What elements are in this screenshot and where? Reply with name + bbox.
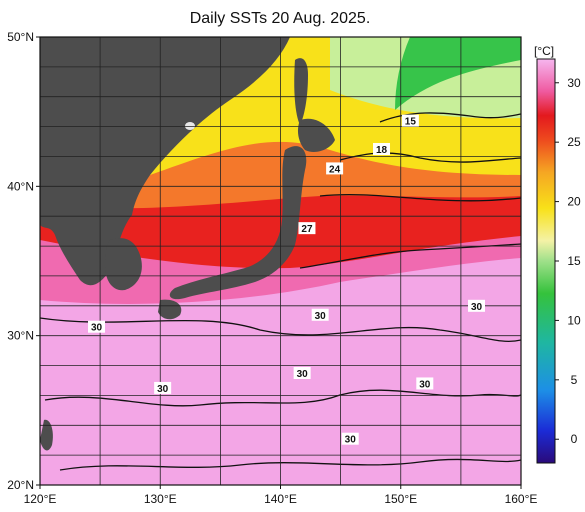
- x-tick-label: 140°E: [264, 492, 297, 506]
- y-tick-label: 30°N: [7, 329, 34, 343]
- isotherm-18: [339, 152, 521, 163]
- sakhalin: [294, 58, 308, 125]
- colorbar-tick-label: 5: [571, 373, 578, 387]
- contour-label-bg: [154, 381, 172, 394]
- taiwan: [40, 419, 53, 451]
- x-tick-label: 120°E: [24, 492, 57, 506]
- contour-label-bg: [401, 114, 419, 127]
- plot-area: 15 18 24 27 30 30 30 30 30 30 30: [40, 37, 521, 485]
- contour-label: 30: [297, 369, 309, 380]
- contour-label-bg: [341, 432, 359, 445]
- asian-mainland: [40, 37, 290, 286]
- colorbar-tick-label: 20: [567, 195, 581, 209]
- colorbar: [°C] 30 25 20 15 10 5 0: [534, 44, 581, 464]
- contour-label-bg: [373, 143, 391, 155]
- contour-label-bg: [311, 308, 329, 321]
- contour-label: 18: [376, 145, 388, 156]
- korean-peninsula: [105, 238, 142, 291]
- y-tick-label: 50°N: [7, 30, 34, 44]
- contour-label: 30: [91, 323, 103, 334]
- colorbar-tick-label: 30: [567, 76, 581, 90]
- axis-ticks: 120°E 130°E 140°E 150°E 160°E 50°N 40°N 30°N 20°…: [7, 30, 537, 506]
- contour-label-bg: [468, 299, 486, 312]
- colorbar-scale: [536, 58, 556, 464]
- contour-label: 30: [345, 435, 357, 446]
- colorbar-tick-label: 15: [567, 254, 581, 268]
- lake: [185, 122, 195, 130]
- x-tick-label: 130°E: [144, 492, 177, 506]
- kyushu: [158, 299, 182, 320]
- y-tick-label: 40°N: [7, 179, 34, 193]
- colorbar-tick-label: 10: [567, 313, 581, 327]
- isotherm-30-south: [59, 458, 521, 471]
- honshu: [169, 146, 307, 300]
- contour-label-bg: [88, 320, 106, 333]
- contour-label-bg: [416, 377, 434, 390]
- contour-labels: 15 18 24 27 30 30 30 30 30 30 30: [88, 114, 486, 446]
- graticule: [40, 37, 521, 485]
- sst-band-green: [395, 37, 521, 110]
- colorbar-tick-label: 25: [567, 135, 581, 149]
- contour-label: 15: [405, 117, 417, 128]
- contour-label: 30: [419, 379, 431, 390]
- isotherm-24: [319, 194, 521, 202]
- contour-label-bg: [298, 222, 316, 235]
- contour-label-bg: [293, 367, 311, 379]
- y-tick-label: 20°N: [7, 478, 34, 492]
- map-title: Daily SSTs 20 Aug. 2025.: [189, 10, 371, 27]
- colorbar-unit: [°C]: [534, 44, 554, 58]
- hokkaido: [297, 118, 335, 152]
- contour-label: 27: [301, 224, 313, 235]
- x-tick-label: 150°E: [384, 492, 417, 506]
- x-tick-label: 160°E: [505, 492, 538, 506]
- colorbar-ticks: 30 25 20 15 10 5 0: [555, 76, 581, 446]
- contour-label-bg: [326, 162, 344, 175]
- colorbar-tick-label: 0: [571, 432, 578, 446]
- contour-label: 30: [157, 384, 169, 395]
- contour-label: 30: [471, 302, 483, 313]
- contour-label: 24: [329, 164, 341, 175]
- contour-label: 30: [315, 311, 327, 322]
- isotherm-30-mid: [44, 389, 521, 407]
